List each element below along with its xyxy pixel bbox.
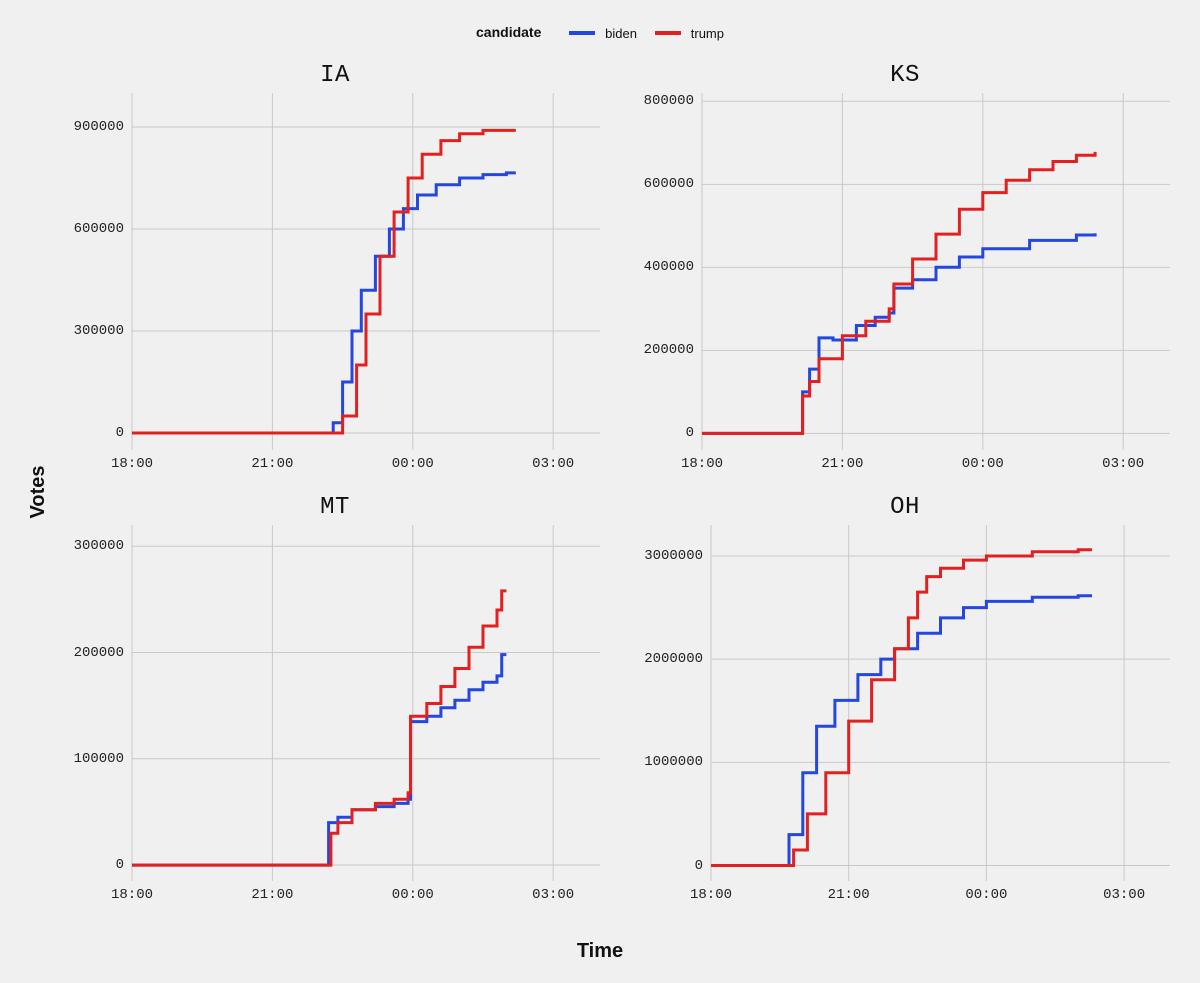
panel-ia: IA 0 300000 600000 9000000 18:00 21:00 00:00 03:… [70, 60, 600, 482]
y-axis: 0 100000 200000 300000 [70, 525, 132, 881]
y-tick-label: 1000000 [644, 755, 703, 769]
x-axis: 18:0021:0000:0003:00 [132, 881, 600, 913]
x-tick-label: 18:00 [690, 887, 732, 903]
y-axis: 0 300000 600000 900000 [70, 93, 132, 450]
x-tick-label: 03:00 [532, 456, 574, 472]
y-tick-label: 2000000 [644, 652, 703, 666]
x-tick-label: 21:00 [251, 456, 293, 472]
plot-area [132, 93, 600, 450]
legend-swatch-trump [655, 31, 681, 35]
legend-swatch-biden [569, 31, 595, 35]
x-tick-label: 00:00 [392, 887, 434, 903]
x-tick-label: 21:00 [828, 887, 870, 903]
y-tick-label: 0 [116, 426, 124, 440]
plot-area [132, 525, 600, 881]
panel-title: MT [70, 494, 600, 521]
y-tick-label: 100000 [74, 752, 124, 766]
x-tick-label: 18:00 [111, 887, 153, 903]
x-tick-label: 03:00 [1102, 456, 1144, 472]
y-axis: 0 200000 400000 600000 800000 [640, 93, 702, 450]
y-tick-label: 0 [686, 426, 694, 440]
y-tick-label: 900000 [74, 120, 124, 134]
y-tick-label: 400000 [644, 260, 694, 274]
x-tick-label: 21:00 [251, 887, 293, 903]
panel-oh: OH 0 1000000 2000000 30000000 18:00 21:00 00:00… [640, 492, 1170, 913]
x-tick-label: 18:00 [111, 456, 153, 472]
panel-title: OH [640, 494, 1170, 521]
y-tick-label: 0 [695, 859, 703, 873]
y-tick-label: 800000 [644, 94, 694, 108]
series-trump [702, 152, 1095, 434]
x-tick-label: 03:00 [532, 887, 574, 903]
series-biden [711, 596, 1092, 866]
y-axis-label: Votes [27, 465, 50, 518]
x-tick-label: 00:00 [962, 456, 1004, 472]
legend-label-trump: trump [691, 26, 724, 41]
y-tick-label: 200000 [74, 646, 124, 660]
y-tick-label: 200000 [644, 343, 694, 357]
series-trump [132, 130, 516, 433]
x-tick-label: 03:00 [1103, 887, 1145, 903]
x-axis: 18:0021:0000:0003:00 [711, 881, 1170, 913]
panels-grid: IA 0 300000 600000 900000 0 18:00 21:00 00:00 03:… [70, 60, 1170, 913]
legend: candidate biden trump [0, 24, 1200, 41]
x-axis-label: Time [0, 940, 1200, 963]
x-tick-label: 18:00 [681, 456, 723, 472]
x-tick-label: 21:00 [821, 456, 863, 472]
series-biden [132, 173, 516, 433]
y-tick-label: 300000 [74, 539, 124, 553]
legend-label-biden: biden [605, 26, 637, 41]
x-tick-label: 00:00 [392, 456, 434, 472]
panel-title: KS [640, 62, 1170, 89]
x-axis: 18:0021:0000:0003:00 [132, 450, 600, 482]
panel-title: IA [70, 62, 600, 89]
y-tick-label: 3000000 [644, 549, 703, 563]
y-tick-label: 300000 [74, 324, 124, 338]
plot-area [711, 525, 1170, 881]
y-tick-label: 0 [116, 858, 124, 872]
x-axis: 18:0021:0000:0003:00 [702, 450, 1170, 482]
series-biden [702, 233, 1095, 433]
y-axis: 0 1000000 2000000 3000000 [640, 525, 711, 881]
chart-page: { "legend": { "title": "candidate", "ite… [0, 0, 1200, 983]
panel-ks: KS 0 200000 400000 600000 8000000 18:00 21:00 00… [640, 60, 1170, 482]
x-tick-label: 00:00 [965, 887, 1007, 903]
y-tick-label: 600000 [644, 177, 694, 191]
panel-mt: MT 0 100000 200000 3000000 18:00 21:00 00:00 03:… [70, 492, 600, 913]
legend-title: candidate [476, 24, 541, 40]
y-tick-label: 600000 [74, 222, 124, 236]
plot-area [702, 93, 1170, 450]
series-trump [132, 591, 506, 865]
